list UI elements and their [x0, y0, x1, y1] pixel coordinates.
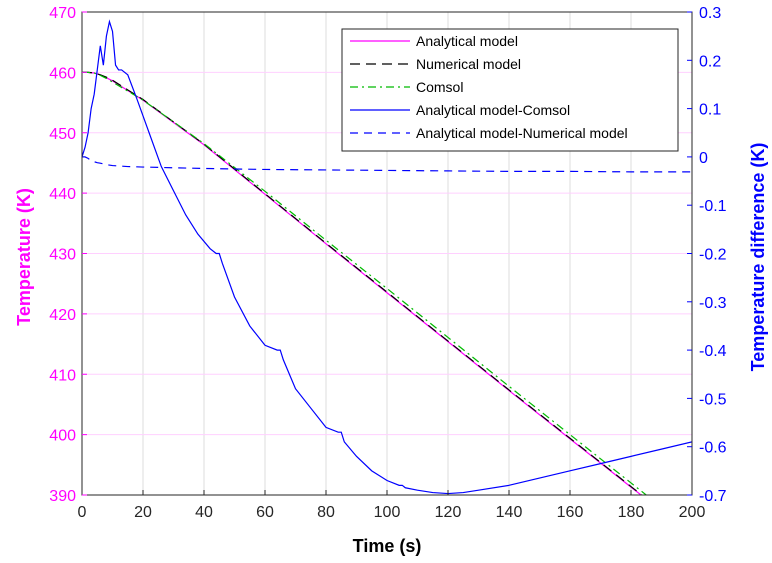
right-tick-label: -0.1 — [699, 198, 727, 215]
right-tick-label: -0.2 — [699, 247, 727, 264]
legend-label: Analytical model-Comsol — [416, 102, 570, 118]
x-tick-label: 140 — [496, 504, 523, 521]
left-tick-label: 430 — [49, 247, 76, 264]
x-tick-label: 120 — [435, 504, 462, 521]
right-tick-label: 0.3 — [699, 5, 721, 22]
left-tick-label: 390 — [49, 488, 76, 505]
x-tick-label: 0 — [78, 504, 87, 521]
right-axis-ticks: -0.7 -0.6 -0.5 -0.4 -0.3 -0.2 -0.1 0 0.1 0.2 0.3 — [687, 5, 727, 505]
x-tick-label: 180 — [618, 504, 645, 521]
left-tick-label: 450 — [49, 126, 76, 143]
right-tick-label: -0.6 — [699, 440, 727, 457]
series-line-3 — [82, 71, 648, 495]
right-tick-label: -0.7 — [699, 488, 727, 505]
right-tick-label: -0.4 — [699, 343, 727, 360]
left-tick-label: 400 — [49, 428, 76, 445]
x-tick-label: 200 — [679, 504, 706, 521]
left-tick-label: 410 — [49, 367, 76, 384]
legend-label: Analytical model — [416, 33, 518, 49]
right-tick-label: 0.1 — [699, 102, 721, 119]
x-tick-label: 60 — [256, 504, 274, 521]
x-axis-title: Time (s) — [353, 536, 422, 556]
x-axis-ticks: 0 20 40 60 80 100 120 140 160 180 200 — [78, 490, 706, 521]
legend-box — [341, 28, 679, 152]
x-tick-label: 100 — [374, 504, 401, 521]
left-tick-label: 440 — [49, 186, 76, 203]
legend-label: Comsol — [416, 79, 463, 95]
right-tick-label: 0 — [699, 150, 708, 167]
x-tick-label: 40 — [195, 504, 213, 521]
left-tick-label: 470 — [49, 5, 76, 22]
right-tick-label: -0.3 — [699, 295, 727, 312]
x-tick-label: 20 — [134, 504, 152, 521]
right-tick-label: 0.2 — [699, 53, 721, 70]
left-axis-title: Temperature (K) — [14, 188, 34, 326]
right-tick-label: -0.5 — [699, 391, 727, 408]
left-axis-ticks: 390 400 410 420 430 440 450 460 470 — [49, 5, 87, 505]
legend-label: Numerical model — [416, 56, 521, 72]
legend-label: Analytical model-Numerical model — [416, 125, 628, 141]
left-tick-label: 420 — [49, 307, 76, 324]
right-axis-title: Temperature difference (K) — [748, 143, 768, 372]
legend: Analytical model Numerical model Comsol Ana… — [341, 28, 679, 152]
left-tick-label: 460 — [49, 65, 76, 82]
x-tick-label: 80 — [317, 504, 335, 521]
x-tick-label: 160 — [557, 504, 584, 521]
